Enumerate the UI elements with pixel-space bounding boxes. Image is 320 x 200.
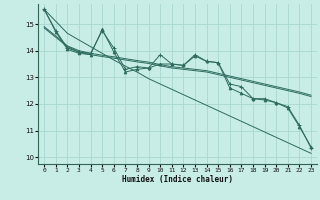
X-axis label: Humidex (Indice chaleur): Humidex (Indice chaleur) xyxy=(122,175,233,184)
